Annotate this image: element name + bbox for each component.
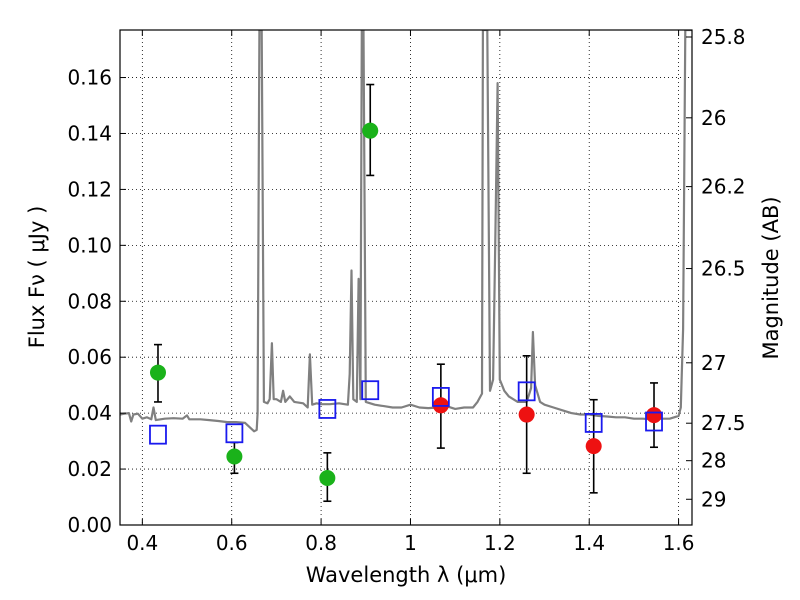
y-axis-label: Flux Fν ( μJy ) (25, 206, 49, 349)
observed-infrared-point (585, 438, 602, 455)
y2-tick-label: 26.2 (701, 175, 746, 199)
model-photometry-point (584, 413, 603, 433)
y-tick-label: 0.10 (67, 233, 112, 257)
y-tick-label: 0.12 (67, 177, 112, 201)
y2-tick-label: 27.5 (701, 411, 746, 435)
plot-area (120, 30, 692, 503)
y2-tick-label: 27 (701, 351, 726, 375)
y-tick-label: 0.02 (67, 457, 112, 481)
observed-optical-point (362, 122, 379, 139)
observed-infrared-point (518, 406, 535, 423)
model-photometry-point (645, 411, 663, 432)
y-tick-label: 0.16 (67, 66, 112, 90)
model-photometry-point (517, 381, 536, 402)
y2-tick-label: 26.5 (701, 257, 746, 281)
y2-tick-label: 25.8 (701, 25, 746, 49)
model-photometry-point (361, 380, 380, 401)
observed-optical-point (149, 364, 166, 381)
y2-tick-label: 29 (701, 487, 726, 511)
x-tick-label: 0.8 (305, 531, 337, 555)
spectrum-line (120, 30, 692, 433)
plot-frame (119, 29, 693, 526)
x-axis-label: Wavelength λ (μm) (306, 563, 507, 587)
observed-infrared-point (646, 407, 663, 424)
x-tick-label: 1.2 (484, 531, 516, 555)
y-tick-label: 0.00 (67, 513, 112, 537)
observed-optical-point (226, 448, 243, 465)
model-photometry-point (149, 424, 167, 445)
x-tick-label: 0.4 (126, 531, 158, 555)
axis-ticks: 0.4 0.6 0.8 1 1.2 1.4 1.6 0.00 0.02 0.04 0.06 0.08 0… (67, 25, 745, 555)
y2-axis-label: Magnitude (AB) (759, 196, 783, 359)
x-tick-label: 1.6 (663, 531, 695, 555)
x-tick-label: 1 (404, 531, 417, 555)
x-tick-label: 1.4 (573, 531, 605, 555)
observed-optical-point (319, 470, 336, 487)
y-tick-label: 0.06 (67, 345, 112, 369)
y-tick-label: 0.14 (67, 121, 112, 145)
y2-tick-label: 28 (701, 449, 726, 473)
model-photometry-point (225, 423, 244, 444)
model-photometry-point (431, 387, 450, 407)
y-tick-label: 0.04 (67, 401, 112, 425)
y-tick-label: 0.08 (67, 289, 112, 313)
model-photometry-point (318, 399, 337, 419)
x-tick-label: 0.6 (216, 531, 248, 555)
y2-tick-label: 26 (701, 106, 726, 130)
